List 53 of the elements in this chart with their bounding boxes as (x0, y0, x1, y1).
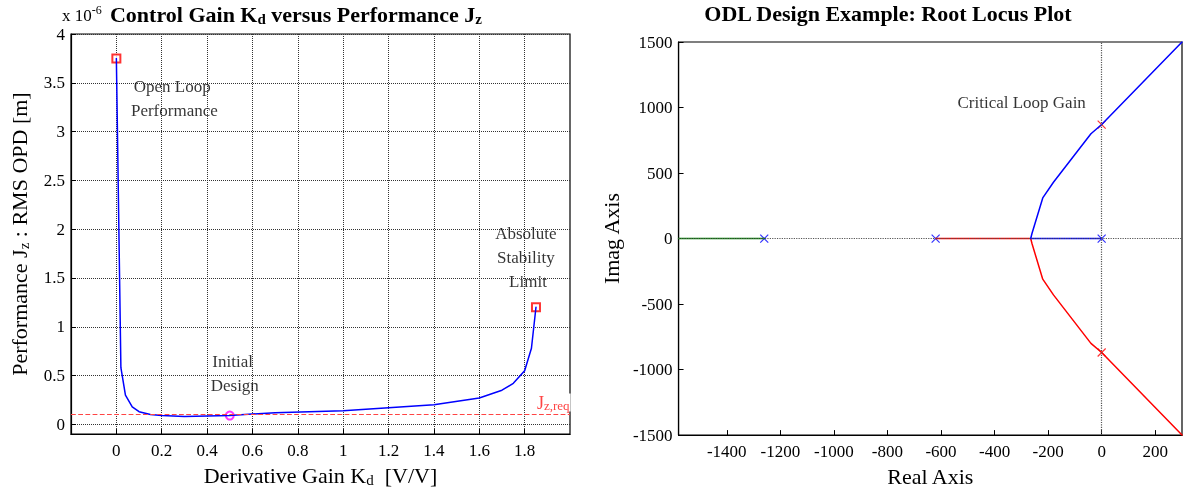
x-axis-title: Derivative Gain Kd [V/V] (203, 462, 438, 488)
y-tick-label: 500 (647, 163, 673, 183)
y-tick-label: 1500 (638, 32, 673, 52)
ref-line-label: Jz,req (537, 392, 571, 413)
y-tick-label: 1000 (638, 98, 673, 118)
x-tick-label: 0 (1097, 442, 1106, 462)
y-tick-label: 2 (56, 219, 65, 239)
y-tick-label: -1000 (632, 360, 673, 380)
annotation: Open Loop Performance (130, 76, 218, 120)
x-tick-label: 200 (1142, 442, 1168, 462)
point (931, 233, 941, 244)
chart-title: Control Gain Kd versus Performance Jz (109, 1, 483, 27)
x-tick-label: -800 (871, 442, 904, 462)
annotation: Critical Loop Gain (957, 93, 1087, 113)
annotation: Absolute Stability Limit (495, 223, 561, 291)
x-tick-label: -1200 (760, 442, 801, 462)
x-tick-label: 1.6 (468, 441, 490, 461)
y-tick-label: 0 (664, 229, 673, 249)
chart-title: ODL Design Example: Root Locus Plot (704, 0, 1073, 26)
y-tick-label: 0.5 (43, 366, 65, 386)
x-tick-label: -1000 (814, 442, 854, 462)
x-tick-label: 1.2 (377, 441, 400, 461)
y-tick-label: 4 (56, 24, 66, 44)
y-tick-label: 1 (56, 317, 65, 337)
point (1097, 233, 1107, 244)
x-tick-label: 0.2 (151, 441, 173, 461)
line-series (934, 237, 1183, 436)
x-tick-label: -400 (978, 442, 1011, 462)
point (759, 233, 769, 244)
x-tick-label: 1.8 (514, 441, 536, 461)
y-tick-label: 2.5 (43, 170, 65, 190)
x-tick-label: 0.8 (287, 441, 309, 461)
y-axis-title: Performance Jz : RMS OPD [m] (6, 92, 32, 376)
point (111, 53, 122, 64)
x-tick-label: 0 (112, 441, 121, 461)
y-tick-label: -1500 (632, 425, 673, 445)
annotation: Initial Design (210, 352, 260, 396)
x-tick-label: 1 (338, 441, 348, 461)
x-tick-label: 0.4 (196, 441, 219, 461)
y-tick-label: 1.5 (43, 268, 65, 288)
y-tick-label: 3.5 (43, 73, 65, 93)
x-tick-label: 1.4 (423, 441, 446, 461)
x-axis-title: Real Axis (887, 463, 974, 489)
y-axis-title: Imag Axis (598, 193, 624, 285)
x-tick-label: 0.6 (241, 441, 264, 461)
point (530, 302, 541, 313)
point (1097, 347, 1107, 358)
x-tick-label: -1400 (706, 442, 747, 462)
x-tick-label: -600 (925, 442, 957, 462)
y-tick-label: -500 (641, 294, 673, 314)
y-tick-label: 0 (56, 414, 65, 434)
x-tick-label: -200 (1032, 442, 1064, 462)
y-tick-label: 3 (56, 122, 65, 142)
